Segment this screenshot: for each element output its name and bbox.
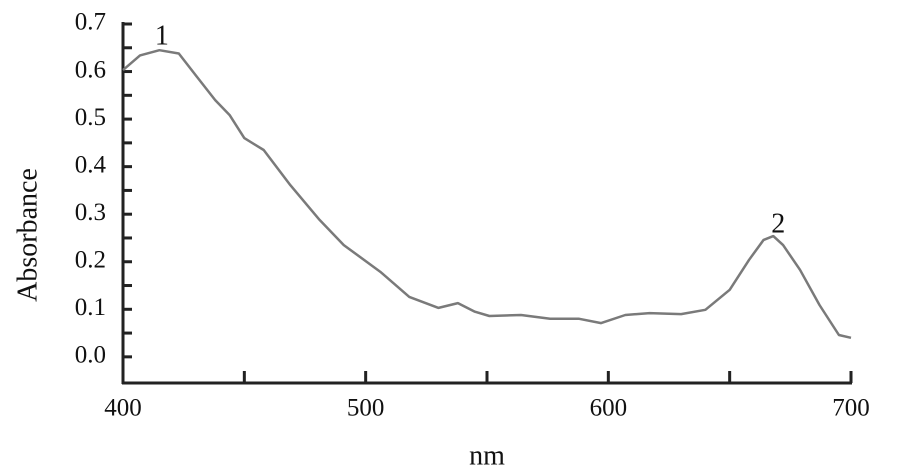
x-tick-label: 600 [590,395,628,422]
x-tick-label: 700 [832,395,870,422]
y-tick-label: 0.2 [75,246,106,273]
y-tick-label: 0.7 [75,9,106,36]
spectrum-line [122,48,852,340]
y-tick-label: 0.5 [75,104,106,131]
x-tick-label: 400 [104,395,142,422]
x-tick-label: 500 [347,395,385,422]
y-tick-label: 0.1 [75,294,106,321]
peak-annotation: 1 [155,21,169,52]
peak-annotation: 2 [771,209,785,240]
y-tick-label: 0.3 [75,199,106,226]
y-axis-label: Absorbance [12,168,43,302]
y-tick-label: 0.4 [75,151,107,178]
y-tick-label: 0.0 [75,342,106,369]
y-tick-label: 0.6 [75,56,106,83]
x-axis-label: nm [469,440,505,471]
